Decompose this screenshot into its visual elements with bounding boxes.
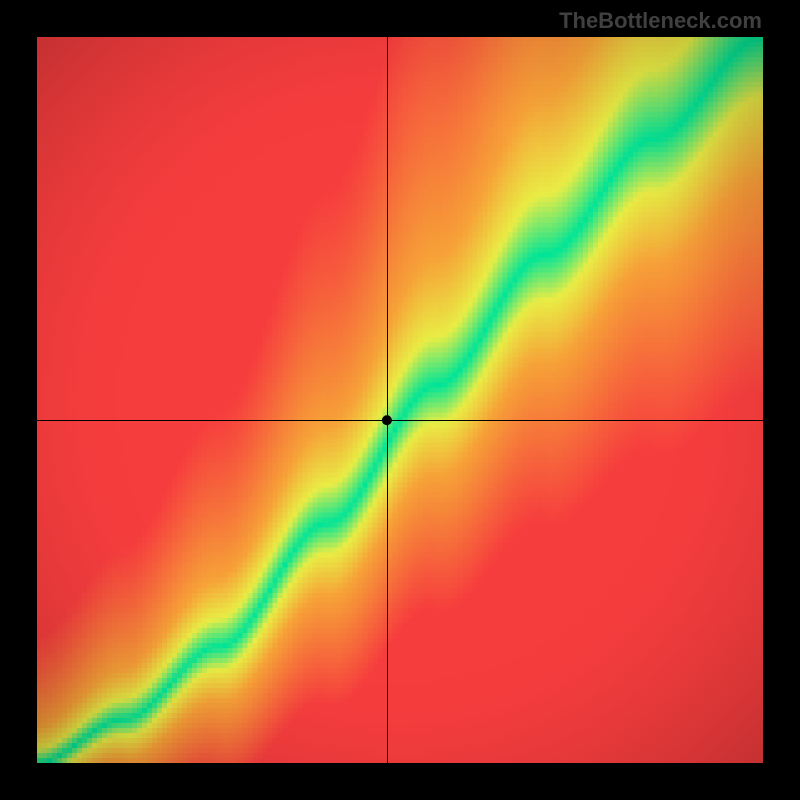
watermark-text: TheBottleneck.com: [559, 8, 762, 34]
outer-frame: TheBottleneck.com: [0, 0, 800, 800]
plot-area: [37, 37, 763, 763]
overlay-canvas: [37, 37, 763, 763]
